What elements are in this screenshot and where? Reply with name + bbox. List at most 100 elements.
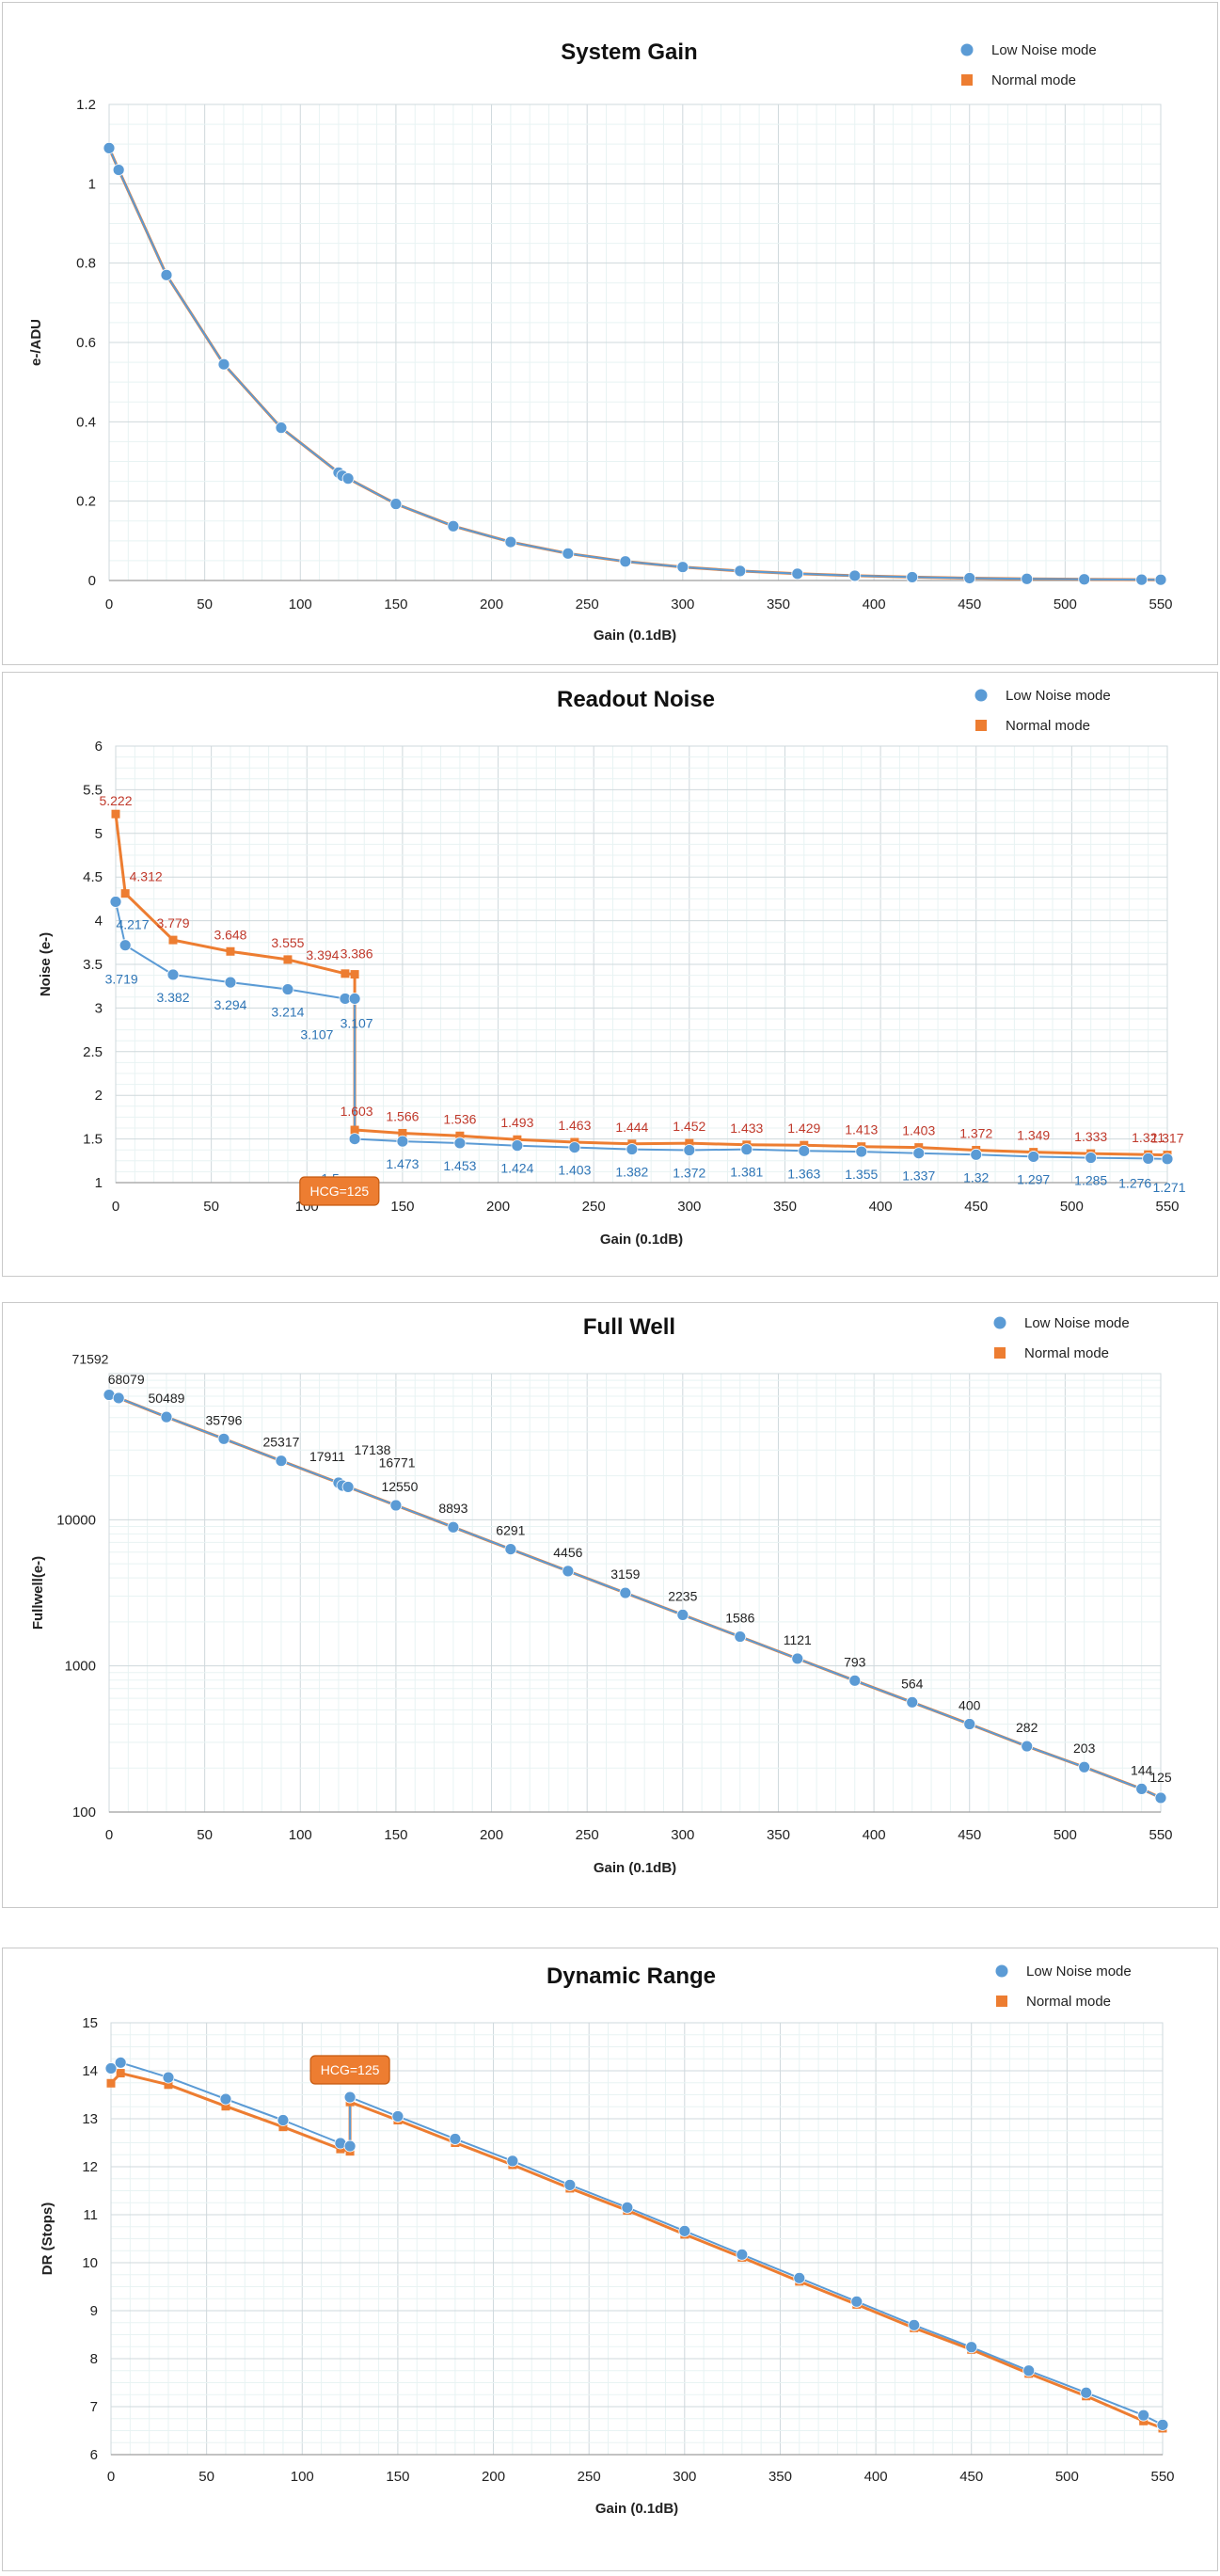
data-point-low-noise: [391, 2110, 404, 2123]
data-label: 1.603: [341, 1104, 373, 1119]
legend-label: Low Noise mode: [1006, 688, 1111, 704]
legend-label: Normal mode: [1026, 1994, 1111, 2010]
data-point-normal: [120, 889, 130, 898]
data-label: 4.312: [130, 869, 163, 884]
data-point-low-noise: [217, 1432, 230, 1445]
legend-marker-circle: [995, 1964, 1008, 1978]
data-point-low-noise: [114, 2056, 127, 2069]
data-point-low-noise: [1135, 1783, 1149, 1795]
y-axis-label: DR (Stops): [40, 2202, 55, 2276]
x-tick-label: 0: [105, 596, 113, 612]
x-tick-label: 300: [673, 2469, 696, 2485]
data-point-low-noise: [103, 141, 116, 154]
x-tick-label: 250: [578, 2469, 601, 2485]
data-point-low-noise: [1021, 1740, 1034, 1753]
data-point-low-noise: [453, 1137, 467, 1150]
x-tick-label: 250: [576, 1827, 599, 1843]
x-tick-label: 350: [768, 2469, 792, 2485]
y-tick-label: 13: [82, 2111, 98, 2127]
data-label: 1.453: [443, 1158, 476, 1173]
data-point-low-noise: [562, 1565, 575, 1578]
x-tick-label: 300: [677, 1199, 701, 1215]
full-well-chart: 0 50 100 150 200 250 300 350 400 450 500 550 100 1000…: [30, 1314, 1173, 1876]
data-label: 1.381: [730, 1165, 763, 1180]
data-label: 1.424: [500, 1161, 533, 1176]
data-point-low-noise: [343, 2139, 356, 2153]
data-point-low-noise: [277, 2114, 290, 2126]
x-tick-label: 150: [386, 2469, 409, 2485]
data-label: 3.719: [105, 972, 138, 987]
legend-label: Normal mode: [1024, 1345, 1109, 1361]
series-line-normal: [114, 814, 1168, 1157]
dynamic-range-panel: 0 50 100 150 200 250 300 350 400 450 500 550 6 7 8 9 10 1…: [2, 1948, 1218, 2571]
data-point-low-noise: [1027, 1151, 1040, 1163]
data-point-low-noise: [568, 1141, 581, 1154]
data-point-normal: [106, 2078, 116, 2088]
y-tick-label: 9: [90, 2303, 98, 2319]
data-point-low-noise: [1135, 573, 1149, 586]
series-line-normal: [107, 147, 1162, 581]
x-tick-label: 100: [289, 596, 312, 612]
y-tick-label: 3.5: [83, 957, 103, 973]
data-point-normal: [278, 2123, 288, 2132]
legend-label: Low Noise mode: [1026, 1964, 1132, 1980]
y-tick-label: 4.5: [83, 869, 103, 885]
data-point-low-noise: [848, 569, 862, 582]
data-point-normal: [164, 2080, 173, 2090]
data-point-normal: [221, 2102, 230, 2111]
data-point-low-noise: [1142, 1152, 1155, 1165]
data-point-low-noise: [970, 1148, 983, 1161]
x-tick-label: 350: [767, 1827, 790, 1843]
x-tick-label: 0: [112, 1199, 119, 1215]
legend-marker-square: [975, 720, 987, 731]
data-point-normal: [111, 809, 120, 819]
y-axis-label: Noise (e-): [38, 932, 54, 996]
data-label: 1.452: [673, 1119, 705, 1134]
data-point-normal: [283, 955, 293, 964]
data-label: 50489: [149, 1391, 185, 1406]
y-tick-label: 8: [90, 2351, 98, 2367]
data-label: 1.363: [787, 1166, 820, 1181]
system-gain-panel: 0 50 100 150 200 250 300 350 400 450 500 550 0 0.2 0.4…: [2, 2, 1218, 665]
data-label: 1.297: [1017, 1171, 1050, 1186]
chart-title: Readout Noise: [557, 687, 715, 712]
data-point-low-noise: [348, 1133, 361, 1146]
data-point-low-noise: [1085, 1152, 1098, 1164]
data-point-low-noise: [275, 421, 288, 435]
x-tick-label: 450: [958, 1827, 981, 1843]
data-label: 1.32: [963, 1169, 989, 1185]
data-point-low-noise: [848, 1674, 862, 1687]
data-label: 35796: [205, 1412, 242, 1427]
x-tick-label: 450: [964, 1199, 988, 1215]
data-point-low-noise: [683, 1144, 696, 1156]
data-point-low-noise: [906, 571, 919, 583]
x-tick-label: 300: [671, 1827, 694, 1843]
legend: Low Noise mode Normal mode: [960, 42, 1097, 88]
y-tick-label: 6: [95, 739, 103, 755]
x-tick-label: 550: [1150, 2469, 1174, 2485]
x-tick-label: 550: [1149, 1827, 1172, 1843]
y-tick-label: 2.5: [83, 1044, 103, 1060]
data-label: 203: [1073, 1741, 1096, 1756]
legend: Low Noise mode Normal mode: [974, 688, 1111, 734]
data-point-low-noise: [626, 1143, 639, 1155]
data-point-low-noise: [341, 472, 355, 485]
data-point-low-noise: [791, 567, 804, 580]
data-label: 1.333: [1074, 1129, 1107, 1144]
data-point-low-noise: [343, 2091, 356, 2104]
data-label: 1.355: [845, 1167, 878, 1182]
data-label: 1.337: [902, 1169, 935, 1184]
y-tick-label: 10: [82, 2255, 98, 2271]
data-label: 4456: [553, 1545, 582, 1560]
data-point-low-noise: [965, 2341, 978, 2354]
y-tick-label: 11: [83, 2207, 98, 2223]
data-label: 1.413: [845, 1122, 878, 1137]
data-point-low-noise: [563, 2178, 577, 2191]
x-tick-label: 300: [671, 596, 694, 612]
data-point-low-noise: [219, 2092, 232, 2106]
data-point-low-noise: [112, 1391, 125, 1405]
data-label: 1.321: [1132, 1130, 1165, 1145]
data-point-low-noise: [449, 2133, 462, 2145]
data-label: 3.555: [271, 935, 304, 950]
data-point-low-noise: [676, 561, 689, 574]
